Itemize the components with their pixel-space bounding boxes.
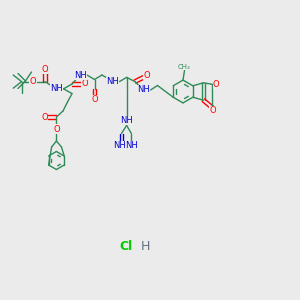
Text: O: O bbox=[91, 95, 98, 104]
Text: O: O bbox=[209, 106, 216, 115]
Text: NH: NH bbox=[137, 85, 150, 94]
Text: O: O bbox=[42, 65, 48, 74]
Text: O: O bbox=[81, 80, 88, 88]
Text: NH: NH bbox=[125, 141, 138, 150]
Text: NH: NH bbox=[50, 84, 63, 93]
Text: NH₂: NH₂ bbox=[113, 141, 130, 150]
Text: H: H bbox=[141, 239, 150, 253]
Text: O: O bbox=[53, 124, 60, 134]
Text: CH₃: CH₃ bbox=[178, 64, 191, 70]
Text: O: O bbox=[143, 71, 150, 80]
Text: NH: NH bbox=[74, 70, 87, 80]
Text: NH: NH bbox=[120, 116, 133, 125]
Text: NH: NH bbox=[106, 77, 119, 86]
Text: O: O bbox=[29, 77, 36, 86]
Text: Cl: Cl bbox=[119, 239, 133, 253]
Text: O: O bbox=[41, 112, 48, 122]
Text: O: O bbox=[213, 80, 219, 89]
